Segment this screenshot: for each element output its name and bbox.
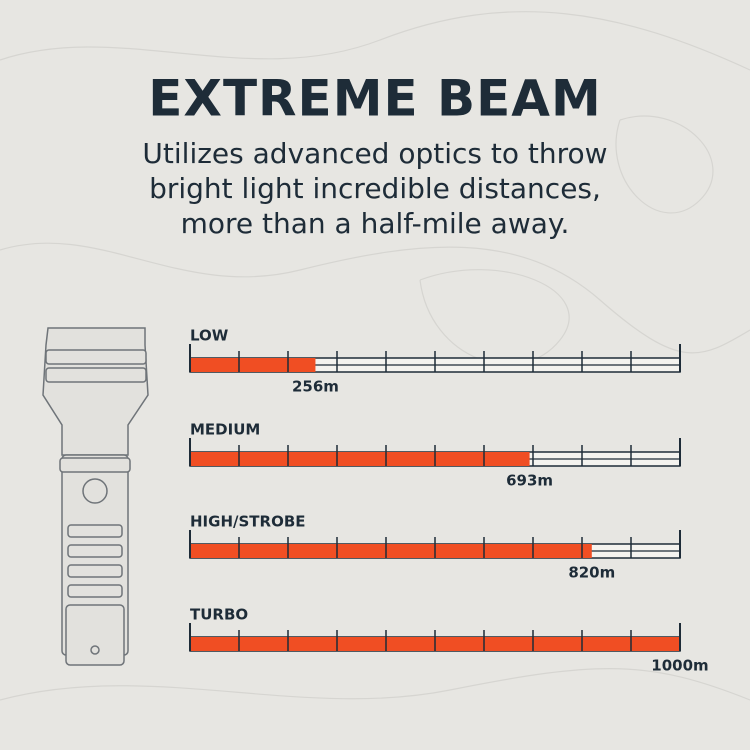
value-label: 256m: [292, 378, 339, 396]
bar: [190, 544, 592, 558]
bar: [190, 358, 316, 372]
subtitle-line: more than a half-mile away.: [181, 207, 570, 240]
category-label: MEDIUM: [190, 421, 260, 439]
subtitle-line: bright light incredible distances,: [149, 172, 601, 205]
subtitle-line: Utilizes advanced optics to throw: [142, 137, 607, 170]
category-label: HIGH/STROBE: [190, 513, 306, 531]
flashlight-illustration: [42, 327, 149, 666]
value-label: 820m: [568, 564, 615, 582]
contour-lines: [0, 11, 750, 701]
category-label: LOW: [190, 327, 229, 345]
value-label: 1000m: [651, 657, 708, 675]
category-label: TURBO: [190, 606, 248, 624]
chart-title: EXTREME BEAM: [148, 70, 602, 128]
bar: [190, 452, 530, 466]
value-label: 693m: [506, 472, 553, 490]
